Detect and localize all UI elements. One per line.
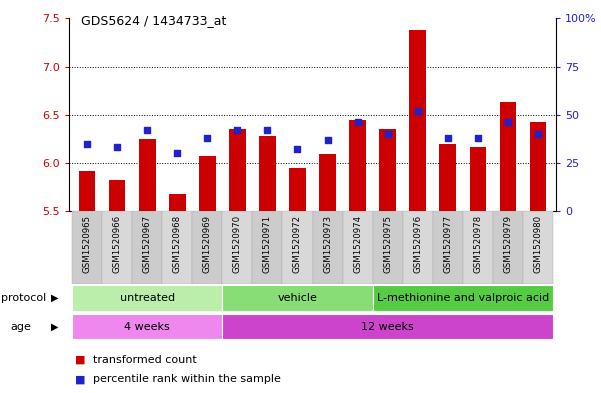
Text: GSM1520980: GSM1520980 xyxy=(534,215,542,273)
Text: GSM1520979: GSM1520979 xyxy=(504,215,512,273)
Text: GSM1520968: GSM1520968 xyxy=(173,215,182,273)
Text: untreated: untreated xyxy=(120,293,175,303)
Bar xyxy=(373,285,553,311)
Text: ▶: ▶ xyxy=(51,293,58,303)
Text: GSM1520978: GSM1520978 xyxy=(474,215,482,273)
Text: GSM1520971: GSM1520971 xyxy=(263,215,272,273)
Bar xyxy=(169,194,186,211)
Bar xyxy=(72,314,222,340)
Text: GSM1520969: GSM1520969 xyxy=(203,215,212,273)
Bar xyxy=(192,211,222,284)
Bar xyxy=(463,211,493,284)
Text: transformed count: transformed count xyxy=(93,354,197,365)
Point xyxy=(473,135,483,141)
Point xyxy=(503,119,513,126)
Bar xyxy=(229,129,246,211)
Point xyxy=(323,137,332,143)
Point xyxy=(293,146,302,152)
Text: GSM1520965: GSM1520965 xyxy=(83,215,91,273)
Point xyxy=(353,119,362,126)
Bar xyxy=(409,30,426,211)
Bar xyxy=(343,211,373,284)
Text: GSM1520976: GSM1520976 xyxy=(413,215,422,273)
Bar xyxy=(139,139,156,211)
Bar xyxy=(433,211,463,284)
Point xyxy=(413,108,423,114)
Bar xyxy=(523,211,553,284)
Point xyxy=(112,144,122,151)
Bar xyxy=(132,211,162,284)
Bar xyxy=(469,147,486,211)
Bar xyxy=(313,211,343,284)
Bar xyxy=(529,123,546,211)
Bar xyxy=(259,136,276,211)
Bar xyxy=(373,211,403,284)
Text: L-methionine and valproic acid: L-methionine and valproic acid xyxy=(377,293,549,303)
Text: 12 weeks: 12 weeks xyxy=(361,321,414,332)
Bar xyxy=(493,211,523,284)
Text: vehicle: vehicle xyxy=(278,293,317,303)
Bar xyxy=(162,211,192,284)
Text: GSM1520966: GSM1520966 xyxy=(113,215,121,273)
Text: GSM1520967: GSM1520967 xyxy=(143,215,151,273)
Point xyxy=(82,140,92,147)
Bar xyxy=(222,211,252,284)
Text: GSM1520973: GSM1520973 xyxy=(323,215,332,273)
Bar xyxy=(379,129,396,211)
Bar xyxy=(349,119,366,211)
Point xyxy=(383,131,392,137)
Text: GSM1520974: GSM1520974 xyxy=(353,215,362,273)
Text: percentile rank within the sample: percentile rank within the sample xyxy=(93,374,281,384)
Point xyxy=(233,127,242,133)
Bar xyxy=(252,211,282,284)
Bar xyxy=(499,102,516,211)
Point xyxy=(142,127,152,133)
Text: age: age xyxy=(11,321,32,332)
Text: ■: ■ xyxy=(75,374,85,384)
Text: ▶: ▶ xyxy=(51,321,58,332)
Bar xyxy=(102,211,132,284)
Text: GDS5624 / 1434733_at: GDS5624 / 1434733_at xyxy=(81,14,227,27)
Point xyxy=(263,127,272,133)
Bar xyxy=(222,285,373,311)
Text: GSM1520977: GSM1520977 xyxy=(444,215,452,273)
Point xyxy=(443,135,453,141)
Bar xyxy=(72,211,102,284)
Bar xyxy=(109,180,126,211)
Bar xyxy=(319,154,336,211)
Text: GSM1520970: GSM1520970 xyxy=(233,215,242,273)
Text: ■: ■ xyxy=(75,354,85,365)
Bar xyxy=(222,314,553,340)
Text: 4 weeks: 4 weeks xyxy=(124,321,170,332)
Bar xyxy=(289,168,306,211)
Bar xyxy=(403,211,433,284)
Text: GSM1520972: GSM1520972 xyxy=(293,215,302,273)
Bar xyxy=(72,285,222,311)
Text: protocol: protocol xyxy=(1,293,46,303)
Bar xyxy=(439,143,456,211)
Point xyxy=(533,131,543,137)
Point xyxy=(203,135,212,141)
Text: GSM1520975: GSM1520975 xyxy=(383,215,392,273)
Bar xyxy=(79,171,96,211)
Bar xyxy=(282,211,313,284)
Bar xyxy=(199,156,216,211)
Point xyxy=(172,150,182,156)
